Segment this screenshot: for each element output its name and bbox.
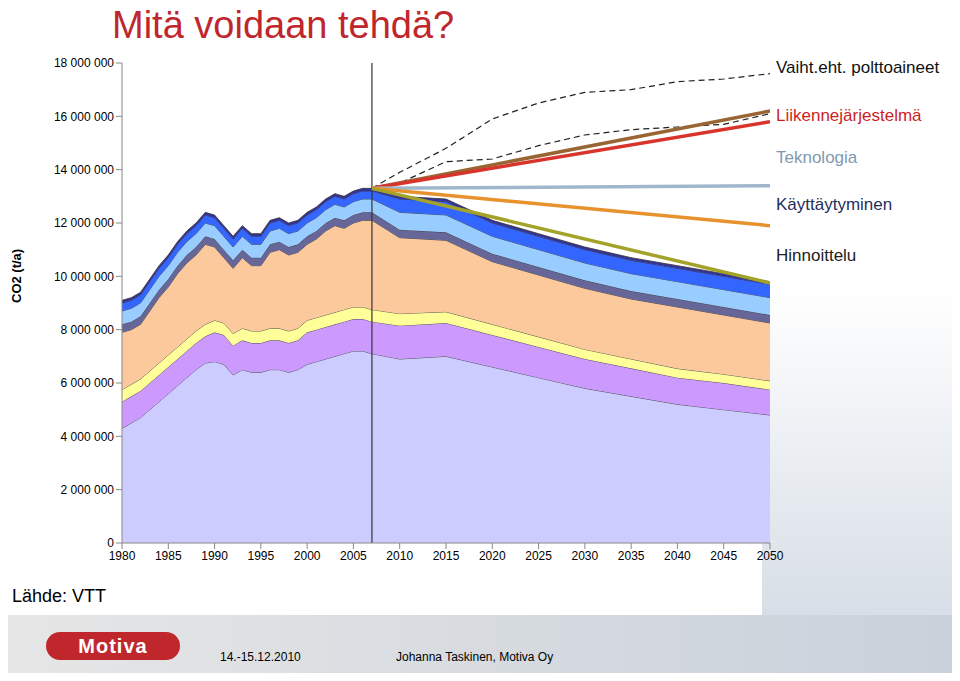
svg-text:4 000 000: 4 000 000 [61, 430, 115, 444]
svg-text:2015: 2015 [433, 549, 460, 563]
svg-text:0: 0 [107, 536, 114, 550]
svg-text:2 000 000: 2 000 000 [61, 483, 115, 497]
svg-text:16 000 000: 16 000 000 [54, 110, 114, 124]
svg-text:2040: 2040 [664, 549, 691, 563]
html-text:Vaiht.eht. polttoaineet: Vaiht.eht. polttoaineet [776, 58, 940, 77]
svg-text:6 000 000: 6 000 000 [61, 376, 115, 390]
svg-text:2035: 2035 [618, 549, 645, 563]
svg-text:2030: 2030 [572, 549, 599, 563]
svg-text:1985: 1985 [155, 549, 182, 563]
svg-text:CO2 (t/a): CO2 (t/a) [9, 249, 24, 303]
html-text:Motiva: Motiva [78, 635, 148, 657]
html-text:Liikennejärjestelmä: Liikennejärjestelmä [776, 106, 922, 125]
svg-text:8 000 000: 8 000 000 [61, 323, 115, 337]
html-text:Johanna Taskinen, Motiva Oy: Johanna Taskinen, Motiva Oy [396, 650, 554, 664]
svg-text:2000: 2000 [294, 549, 321, 563]
svg-text:1980: 1980 [109, 549, 136, 563]
svg-text:2005: 2005 [340, 549, 367, 563]
html-text:Hinnoittelu: Hinnoittelu [776, 246, 857, 265]
html-text:Lähde: VTT: Lähde: VTT [12, 586, 107, 606]
svg-text:12 000 000: 12 000 000 [54, 216, 114, 230]
html-text:Käyttäytyminen: Käyttäytyminen [776, 195, 893, 214]
svg-text:2045: 2045 [710, 549, 737, 563]
svg-text:14 000 000: 14 000 000 [54, 163, 114, 177]
svg-text:2010: 2010 [386, 549, 413, 563]
svg-text:2025: 2025 [525, 549, 552, 563]
svg-text:10 000 000: 10 000 000 [54, 270, 114, 284]
svg-text:1995: 1995 [248, 549, 275, 563]
svg-text:2020: 2020 [479, 549, 506, 563]
svg-text:18 000 000: 18 000 000 [54, 56, 114, 70]
svg-text:2050: 2050 [757, 549, 784, 563]
svg-text:1990: 1990 [201, 549, 228, 563]
html-text:14.-15.12.2010: 14.-15.12.2010 [220, 650, 301, 664]
html-text:Teknologia: Teknologia [776, 148, 858, 167]
